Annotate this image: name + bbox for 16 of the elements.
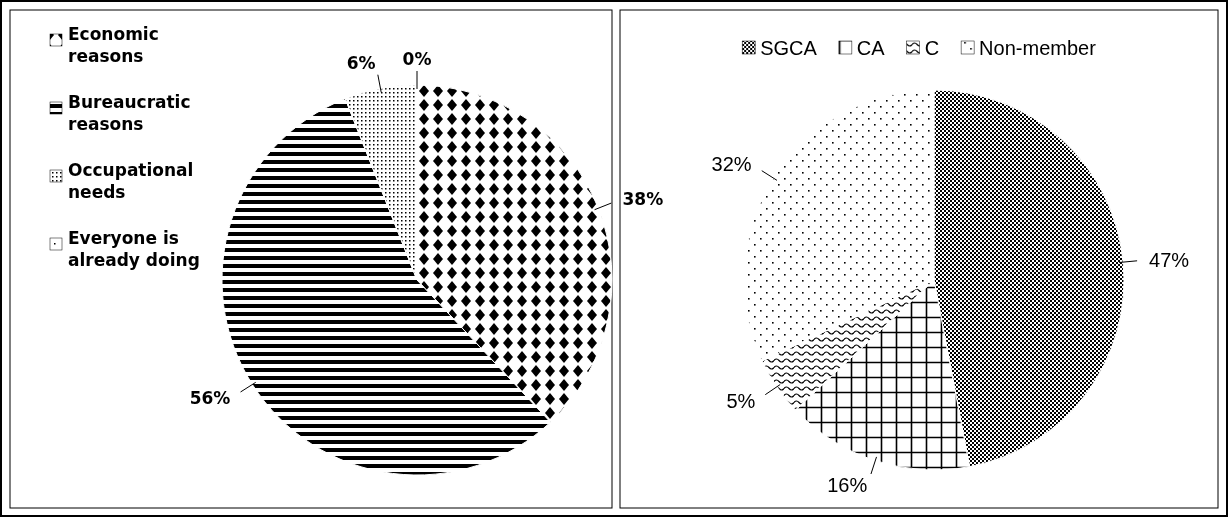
legend-label: Bureaucratic reasons: [68, 92, 191, 135]
legend-label: C: [924, 37, 940, 59]
legend-label: Occupational needs: [68, 160, 194, 203]
data-label: 56%: [189, 388, 231, 409]
legend-label: SGCA: [760, 37, 818, 59]
data-label: 5%: [726, 390, 756, 413]
legend-label: CA: [856, 37, 886, 59]
legend-label: Economic reasons: [68, 24, 159, 67]
text: 0%: [402, 48, 432, 69]
data-label: 16%: [827, 474, 868, 497]
legend-label: Non-member: [979, 37, 1097, 59]
data-label: 38%: [622, 188, 664, 209]
data-label: 32%: [711, 153, 752, 176]
data-label: 47%: [1149, 248, 1190, 271]
legend-label: Everyone is already doing: [68, 228, 200, 271]
data-label: 6%: [346, 52, 376, 73]
